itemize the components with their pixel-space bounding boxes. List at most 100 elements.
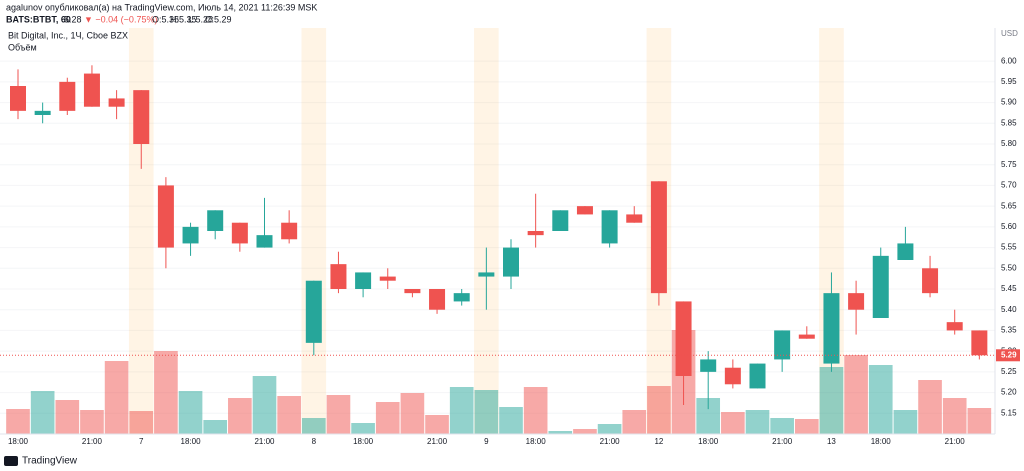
volume-bar [55, 400, 80, 434]
session-highlight [301, 28, 327, 434]
x-tick-label: 9 [484, 437, 489, 446]
volume-bar [942, 398, 967, 434]
candle-body [971, 330, 988, 356]
x-tick-label: 8 [312, 437, 317, 446]
session-highlight [128, 28, 154, 434]
candle-body [330, 264, 347, 289]
candle-body [231, 222, 248, 244]
candle-body [157, 185, 174, 248]
volume-bar [573, 429, 597, 434]
candle-body [576, 206, 593, 215]
x-tick-label: 21:00 [427, 437, 448, 446]
brand: TradingView [22, 456, 78, 467]
candle-body [897, 243, 914, 260]
volume-bar [80, 410, 104, 434]
volume-bar [129, 411, 154, 434]
candle-body [626, 214, 643, 223]
candle-body [182, 226, 199, 244]
volume-bar [918, 380, 942, 434]
candle-body [503, 247, 519, 277]
candle-body [552, 210, 569, 231]
price-layer [0, 65, 995, 410]
candle-body [527, 231, 544, 236]
candle-body [601, 210, 618, 244]
volume-bar [523, 387, 548, 434]
x-tick-label: 18:00 [8, 437, 29, 446]
candle-body [379, 276, 396, 281]
volume-bar [449, 387, 474, 434]
volume-bar [301, 418, 326, 434]
volume-bar [6, 409, 30, 434]
session-highlight [474, 28, 499, 434]
candle-body [922, 268, 939, 294]
y-tick-label: 5.70 [1001, 181, 1017, 190]
x-tick-label: 21:00 [945, 437, 966, 446]
x-tick-label: 21:00 [772, 437, 793, 446]
x-tick-label: 13 [827, 437, 836, 446]
y-tick-label: 5.75 [1001, 160, 1017, 169]
last-price: 5.28 [64, 14, 82, 24]
candle-body [848, 293, 865, 310]
y-tick-label: 5.85 [1001, 118, 1017, 127]
x-tick-label: 18:00 [353, 437, 374, 446]
volume-bar [203, 420, 228, 434]
volume-bar [351, 423, 375, 434]
volume-bar [770, 418, 794, 434]
x-tick-label: 21:00 [82, 437, 103, 446]
y-tick-label: 5.65 [1001, 201, 1017, 210]
y-tick-label: 5.55 [1001, 243, 1017, 252]
volume-bar [178, 391, 203, 434]
brand-logo [4, 456, 18, 466]
candle-body [305, 280, 322, 343]
candle-body [59, 81, 76, 111]
chart-title: Bit Digital, Inc., 1Ч, Cboe BZX [8, 30, 128, 40]
candle-body [133, 90, 150, 144]
volume-bar [597, 424, 622, 434]
volume-bar [30, 391, 55, 434]
y-unit: USD [1001, 29, 1018, 38]
volume-bar [499, 407, 523, 434]
candle-body [207, 210, 224, 231]
x-tick-label: 18:00 [526, 437, 547, 446]
candle-body [10, 86, 26, 111]
volume-bar [745, 410, 770, 434]
candle-body [798, 334, 815, 339]
candle-body [404, 289, 421, 294]
y-tick-label: 5.40 [1001, 305, 1017, 314]
x-tick-label: 21:00 [600, 437, 621, 446]
candle-body [83, 73, 100, 107]
volume-bar [400, 393, 425, 434]
x-tick-label: 21:00 [254, 437, 275, 446]
change: ▼ −0.04 (−0.75%) [84, 14, 157, 24]
y-tick-label: 5.60 [1001, 222, 1017, 231]
volume-bar [844, 355, 868, 434]
candle-body [650, 181, 667, 294]
y-tick-label: 5.20 [1001, 388, 1017, 397]
last-price-box [996, 349, 1020, 362]
volume-bar [721, 412, 745, 434]
volume-bar [425, 415, 449, 434]
volume-bar [622, 410, 647, 434]
candle-body [256, 235, 273, 248]
x-tick-label: 18:00 [181, 437, 202, 446]
candle-body [724, 367, 741, 385]
volume-bar [326, 395, 351, 434]
candle-body [281, 222, 298, 240]
volume-bar [819, 367, 844, 434]
ohlc-o: O:5.35 [152, 14, 179, 24]
candle-body [34, 110, 51, 115]
x-tick-label: 7 [139, 437, 144, 446]
y-tick-label: 5.25 [1001, 367, 1017, 376]
y-tick-label: 5.45 [1001, 284, 1017, 293]
volume-bar [277, 396, 301, 434]
candle-body [478, 272, 495, 277]
y-tick-label: 5.80 [1001, 139, 1017, 148]
candle-body [946, 322, 963, 331]
volume-bar [647, 386, 671, 434]
ohlc-l: L:5.28 [188, 14, 213, 24]
volume-bar [868, 365, 893, 434]
candle-body [108, 98, 125, 107]
volume-bar [154, 351, 178, 434]
